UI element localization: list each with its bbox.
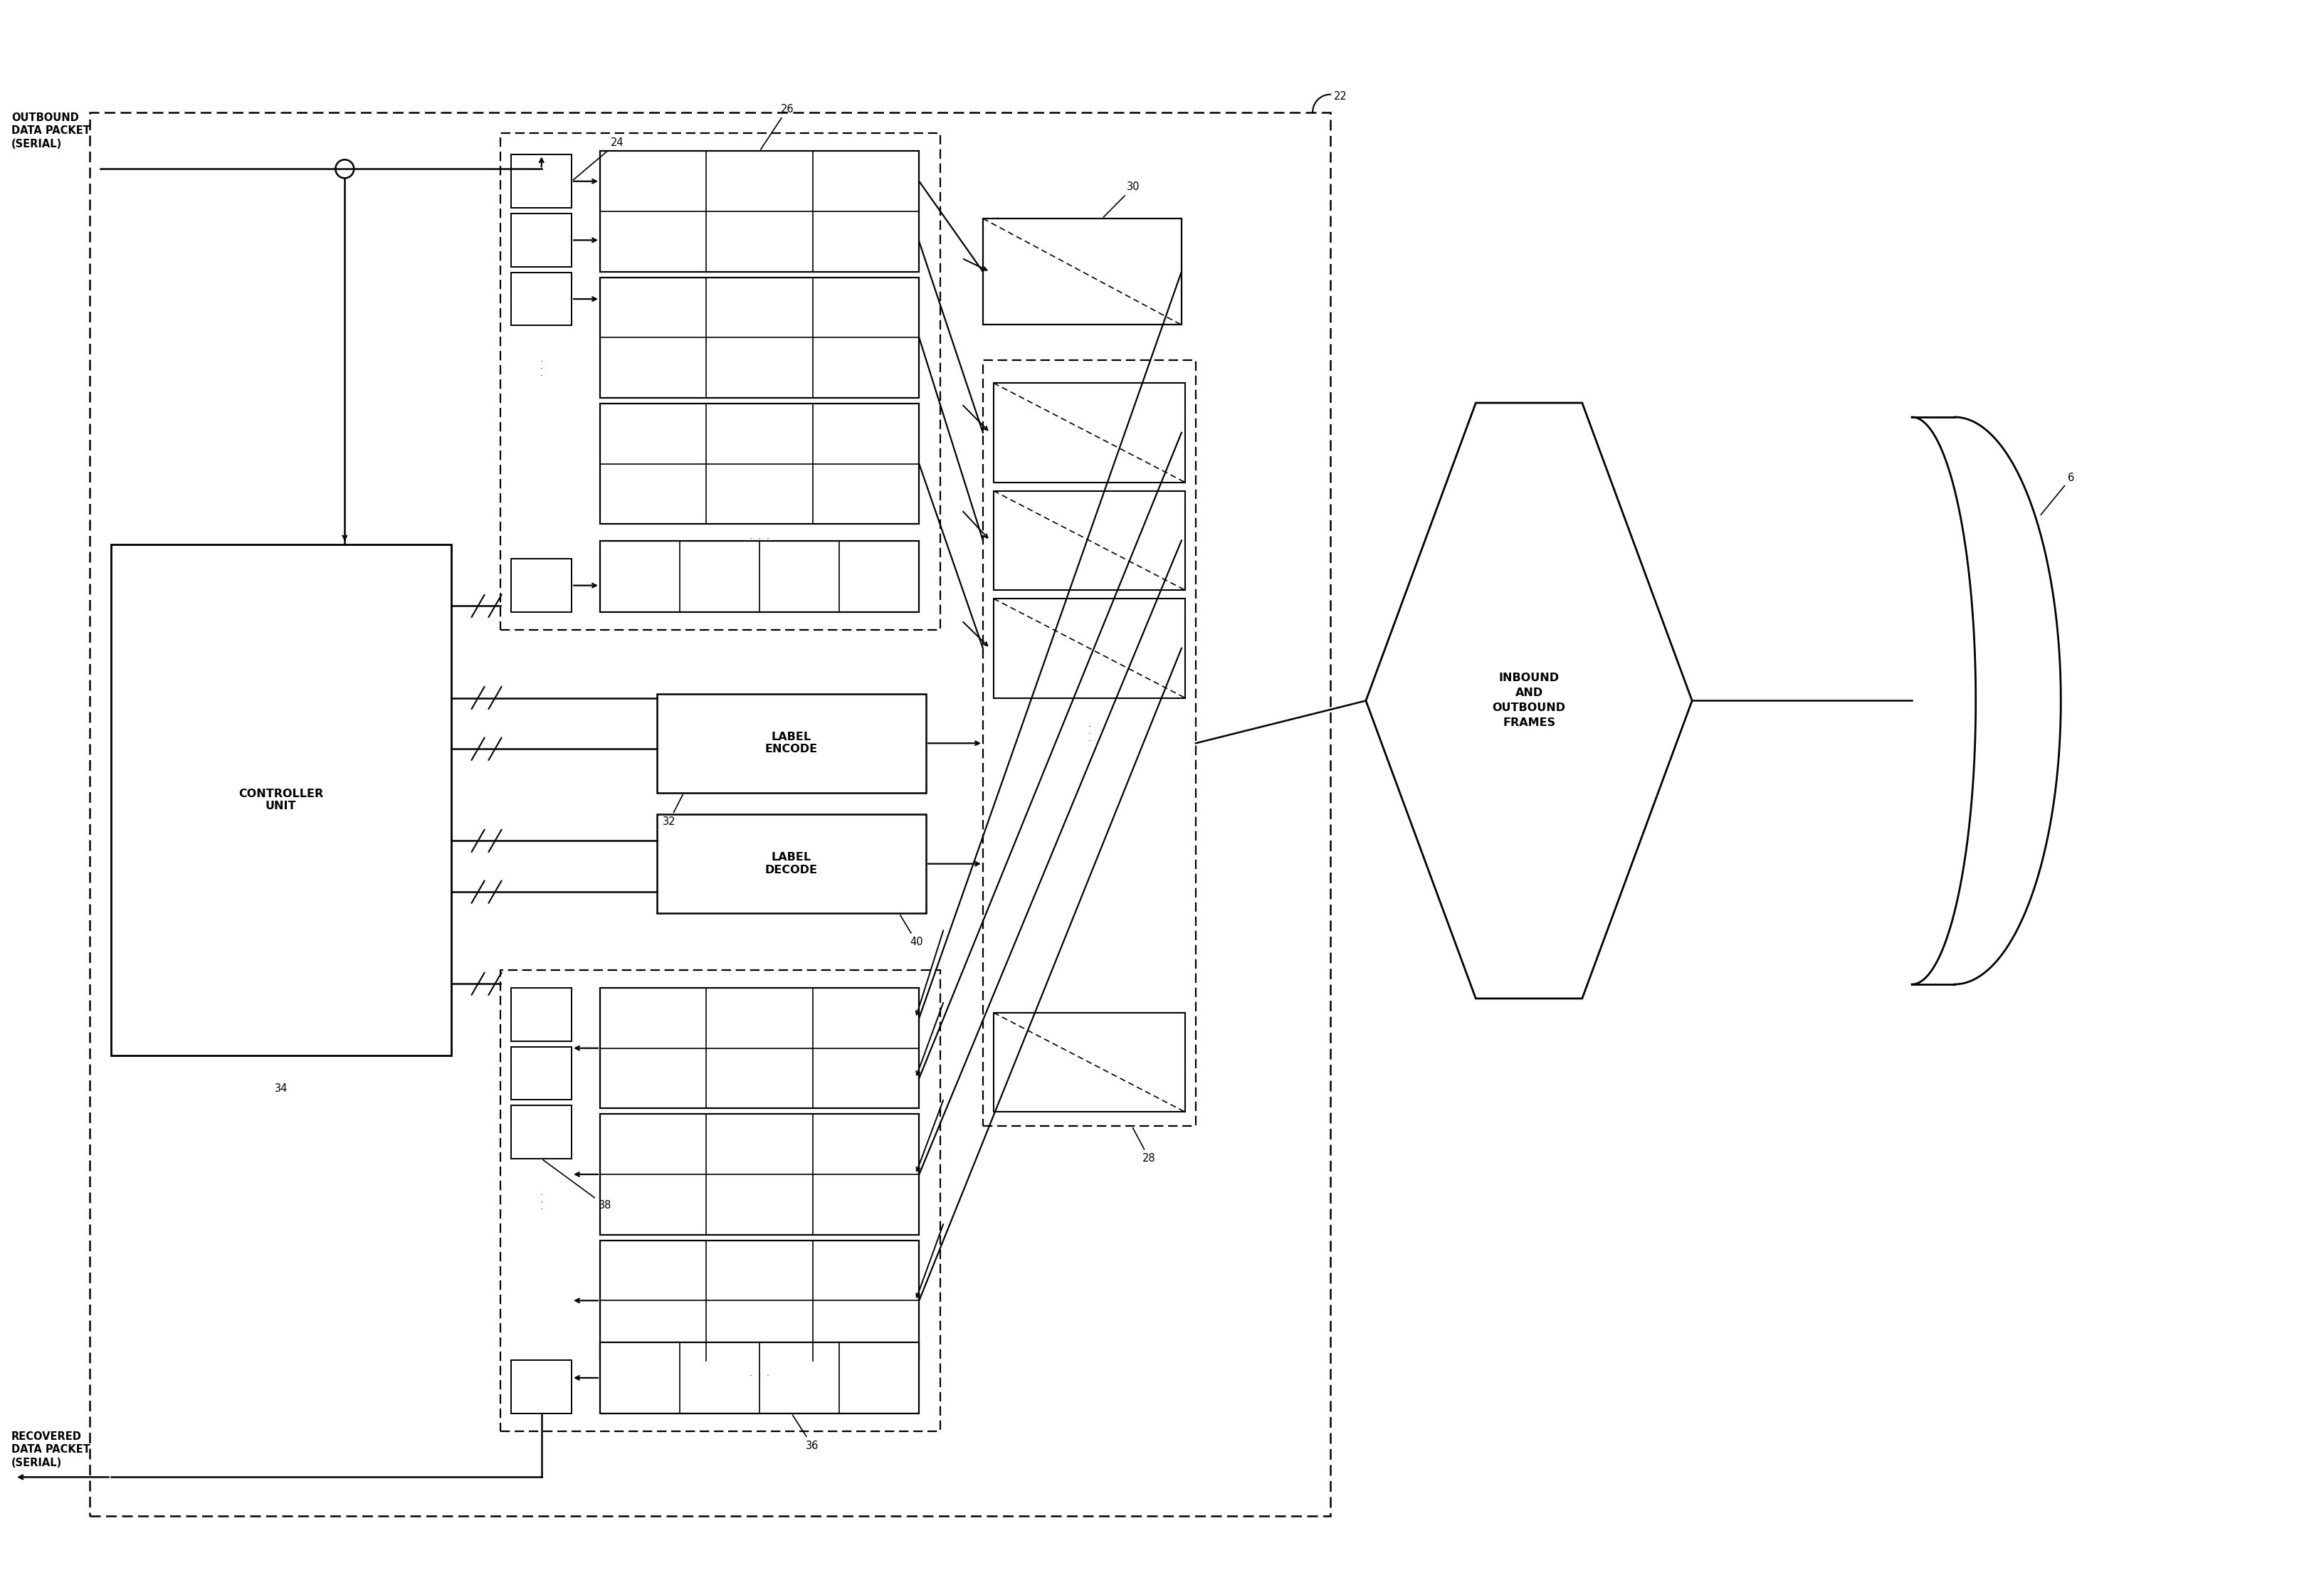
- Text: 40: 40: [899, 916, 923, 948]
- Bar: [658, 693, 927, 793]
- Text: 30: 30: [1104, 181, 1141, 218]
- Text: 38: 38: [544, 1161, 611, 1210]
- Bar: [511, 1359, 572, 1414]
- Text: 28: 28: [1132, 1127, 1155, 1164]
- Bar: [600, 151, 918, 272]
- Bar: [995, 491, 1185, 590]
- Bar: [112, 545, 451, 1056]
- Bar: [600, 1115, 918, 1234]
- Text: ·  ·  ·: · · ·: [751, 534, 769, 544]
- Text: 22: 22: [1334, 91, 1348, 102]
- Text: 36: 36: [792, 1415, 818, 1452]
- Bar: [511, 154, 572, 208]
- Bar: [600, 541, 918, 612]
- Bar: [995, 383, 1185, 482]
- Bar: [511, 1105, 572, 1159]
- Text: INBOUND
AND
OUTBOUND
FRAMES: INBOUND AND OUTBOUND FRAMES: [1492, 673, 1566, 728]
- Bar: [983, 218, 1181, 324]
- Text: ·
·
·: · · ·: [539, 1191, 544, 1215]
- Bar: [658, 814, 927, 913]
- Bar: [983, 361, 1195, 1126]
- Text: LABEL
DECODE: LABEL DECODE: [765, 852, 818, 876]
- Text: ·
·
·: · · ·: [1088, 723, 1090, 746]
- Text: CONTROLLER
UNIT: CONTROLLER UNIT: [239, 789, 323, 811]
- Bar: [500, 134, 941, 630]
- Bar: [511, 213, 572, 267]
- Bar: [88, 113, 1329, 1517]
- Bar: [600, 987, 918, 1108]
- Text: LABEL
ENCODE: LABEL ENCODE: [765, 731, 818, 755]
- Bar: [600, 1240, 918, 1361]
- Bar: [511, 1046, 572, 1100]
- Bar: [511, 272, 572, 326]
- Text: 34: 34: [274, 1084, 288, 1094]
- Bar: [511, 987, 572, 1041]
- Text: ·
·
·: · · ·: [539, 358, 544, 382]
- Text: RECOVERED
DATA PACKET
(SERIAL): RECOVERED DATA PACKET (SERIAL): [12, 1431, 91, 1468]
- Text: 32: 32: [662, 795, 683, 827]
- Text: 26: 26: [760, 103, 795, 149]
- Bar: [600, 277, 918, 398]
- Bar: [995, 1013, 1185, 1111]
- Bar: [511, 558, 572, 612]
- Bar: [600, 404, 918, 525]
- Text: 6: 6: [2040, 472, 2075, 515]
- Text: OUTBOUND
DATA PACKET
(SERIAL): OUTBOUND DATA PACKET (SERIAL): [12, 113, 91, 149]
- Bar: [600, 1342, 918, 1414]
- Bar: [500, 970, 941, 1431]
- Text: 24: 24: [574, 137, 623, 180]
- Bar: [995, 598, 1185, 698]
- Text: ·  ·  ·: · · ·: [751, 1372, 769, 1380]
